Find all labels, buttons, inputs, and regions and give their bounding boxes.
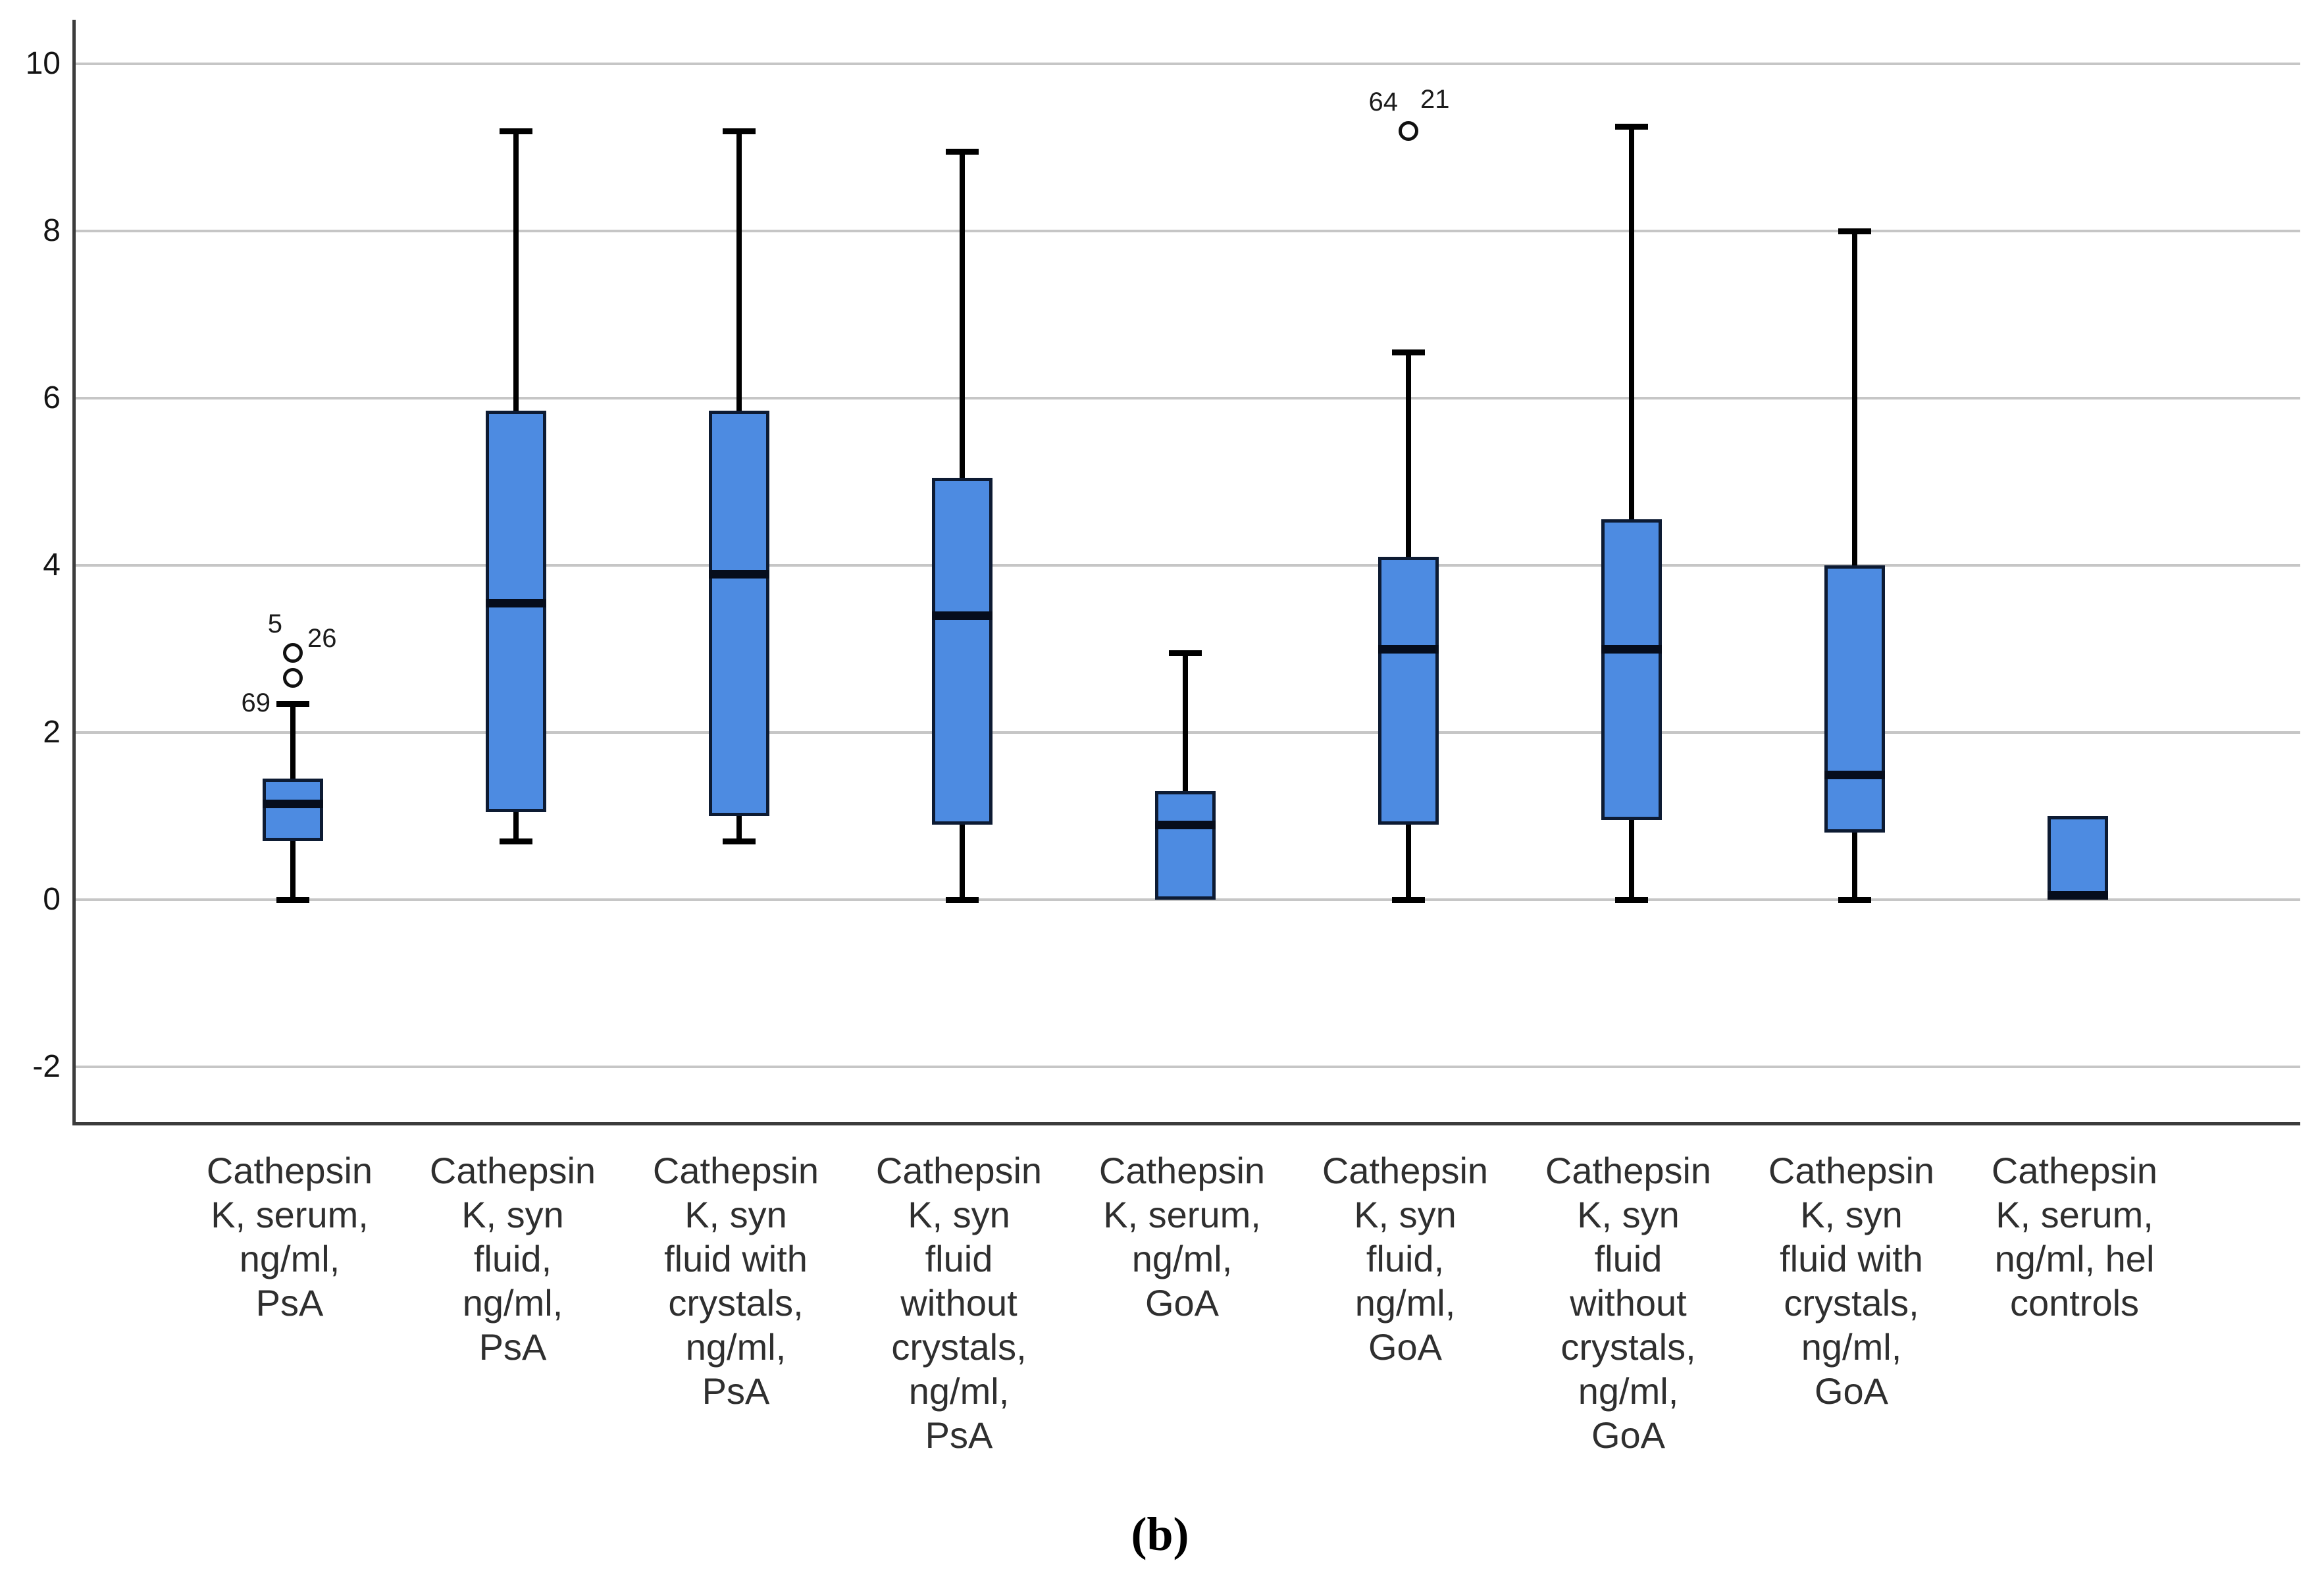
category-label: Cathepsin K, serum, ng/ml, GoA bbox=[1098, 1150, 1266, 1324]
upper-whisker-stem bbox=[1183, 653, 1188, 791]
y-tick-label: 6 bbox=[43, 380, 61, 415]
upper-whisker-cap bbox=[723, 128, 756, 134]
gridline bbox=[76, 564, 2300, 567]
box-plot-box bbox=[1601, 519, 1662, 821]
outlier-circle bbox=[283, 668, 303, 688]
category-label: Cathepsin K, syn fluid with crystals, ng… bbox=[652, 1150, 819, 1412]
lower-whisker-stem bbox=[1852, 833, 1857, 900]
box-plot-box bbox=[709, 411, 769, 816]
plot-area: 5 26 69 64 21 bbox=[72, 20, 2300, 1125]
box-plot-box bbox=[486, 411, 546, 812]
lower-whisker-stem bbox=[290, 841, 296, 900]
box-plot-box bbox=[932, 477, 992, 825]
gridline bbox=[76, 63, 2300, 65]
box-plot-box bbox=[1824, 565, 1885, 833]
y-tick-label: 10 bbox=[25, 46, 61, 81]
median-line bbox=[2048, 891, 2108, 900]
median-line bbox=[486, 599, 546, 608]
lower-whisker-cap bbox=[1392, 897, 1425, 903]
gridline bbox=[76, 731, 2300, 734]
upper-whisker-stem bbox=[513, 130, 519, 411]
upper-whisker-stem bbox=[1852, 231, 1857, 565]
lower-whisker-cap bbox=[276, 897, 309, 903]
median-line bbox=[709, 569, 769, 579]
box-plot-box bbox=[2048, 816, 2108, 900]
category-label: Cathepsin K, serum, ng/ml, PsA bbox=[206, 1150, 373, 1324]
median-line bbox=[1155, 820, 1216, 829]
y-tick-label: 0 bbox=[43, 882, 61, 917]
gridline bbox=[76, 898, 2300, 901]
category-label: Cathepsin K, syn fluid without crystals,… bbox=[1545, 1150, 1712, 1456]
gridline bbox=[76, 397, 2300, 399]
lower-whisker-stem bbox=[513, 811, 519, 842]
upper-whisker-cap bbox=[946, 149, 979, 155]
gridline bbox=[76, 1066, 2300, 1068]
median-line bbox=[1601, 645, 1662, 654]
outlier-label: 5 bbox=[267, 609, 282, 639]
upper-whisker-cap bbox=[1838, 228, 1871, 234]
category-label: Cathepsin K, serum, ng/ml, hel controls bbox=[1991, 1150, 2158, 1324]
figure-caption: (b) bbox=[1131, 1508, 1189, 1560]
upper-whisker-stem bbox=[1406, 352, 1411, 557]
box-plot-box bbox=[263, 778, 323, 842]
upper-whisker-cap bbox=[1169, 650, 1202, 657]
outlier-label: 26 bbox=[307, 624, 337, 654]
category-label: Cathepsin K, syn fluid, ng/ml, GoA bbox=[1322, 1150, 1489, 1368]
lower-whisker-stem bbox=[960, 824, 965, 900]
lower-whisker-stem bbox=[1406, 824, 1411, 900]
outlier-label: 69 bbox=[241, 688, 271, 718]
outlier-circle bbox=[1399, 120, 1418, 141]
category-label: Cathepsin K, syn fluid with crystals, ng… bbox=[1768, 1150, 1935, 1412]
median-line bbox=[1824, 770, 1885, 779]
upper-whisker-stem bbox=[736, 130, 742, 411]
lower-whisker-cap bbox=[723, 838, 756, 845]
upper-whisker-stem bbox=[290, 703, 296, 779]
upper-whisker-cap bbox=[276, 700, 309, 707]
median-line bbox=[932, 611, 992, 621]
lower-whisker-cap bbox=[1838, 897, 1871, 903]
y-tick-label: 2 bbox=[43, 715, 61, 750]
median-line bbox=[1378, 645, 1439, 654]
gridline bbox=[76, 230, 2300, 232]
lower-whisker-cap bbox=[1615, 897, 1648, 903]
y-tick-label: 4 bbox=[43, 548, 61, 582]
box-plot-box bbox=[1155, 790, 1216, 900]
outlier-circle bbox=[283, 643, 303, 663]
outlier-label: 64 bbox=[1368, 87, 1399, 116]
lower-whisker-cap bbox=[500, 838, 532, 845]
lower-whisker-cap bbox=[946, 897, 979, 903]
category-label: Cathepsin K, syn fluid, ng/ml, PsA bbox=[429, 1150, 596, 1368]
y-tick-label: -2 bbox=[32, 1049, 61, 1084]
lower-whisker-stem bbox=[1629, 820, 1634, 900]
upper-whisker-stem bbox=[960, 151, 965, 478]
upper-whisker-cap bbox=[1392, 349, 1425, 356]
median-line bbox=[263, 799, 323, 808]
outlier-label: 21 bbox=[1420, 84, 1450, 114]
upper-whisker-stem bbox=[1629, 126, 1634, 520]
upper-whisker-cap bbox=[500, 128, 532, 134]
y-tick-label: 8 bbox=[43, 213, 61, 248]
box-plot-box bbox=[1378, 557, 1439, 825]
lower-whisker-stem bbox=[736, 816, 742, 842]
category-label: Cathepsin K, syn fluid without crystals,… bbox=[875, 1150, 1043, 1456]
upper-whisker-cap bbox=[1615, 124, 1648, 130]
